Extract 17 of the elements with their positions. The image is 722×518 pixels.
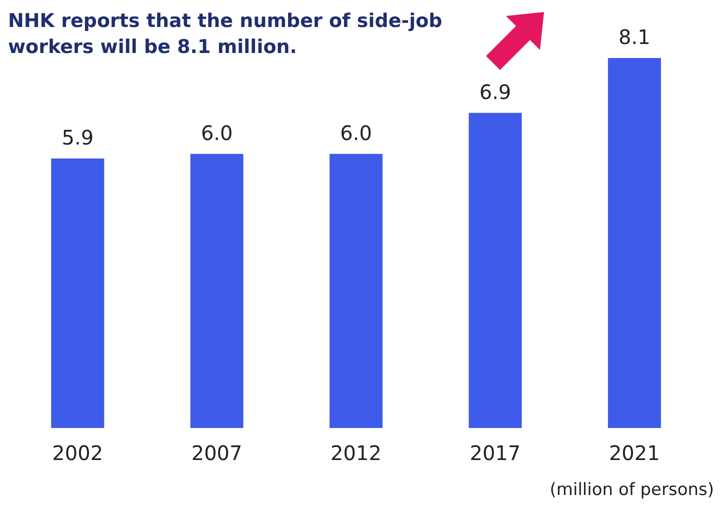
bar [51,158,104,428]
bar [608,58,661,428]
data-label: 6.9 [479,80,512,104]
data-label: 6.0 [340,120,372,145]
bar [330,154,383,428]
x-tick-label: 2002 [52,441,104,466]
x-tick-label: 2007 [191,441,242,466]
data-label: 5.9 [62,125,94,150]
x-tick-label: 2021 [608,441,660,466]
x-tick-label: 2017 [470,441,521,466]
data-label: 8.1 [618,25,650,49]
bar [468,112,522,428]
bar [190,154,244,428]
chart-title: NHK reports that the number of side-job workers will be 8.1 million. [8,9,444,60]
x-tick-label: 2012 [330,441,382,466]
data-label: 6.0 [200,120,233,145]
text: (million of persons) [550,480,714,500]
